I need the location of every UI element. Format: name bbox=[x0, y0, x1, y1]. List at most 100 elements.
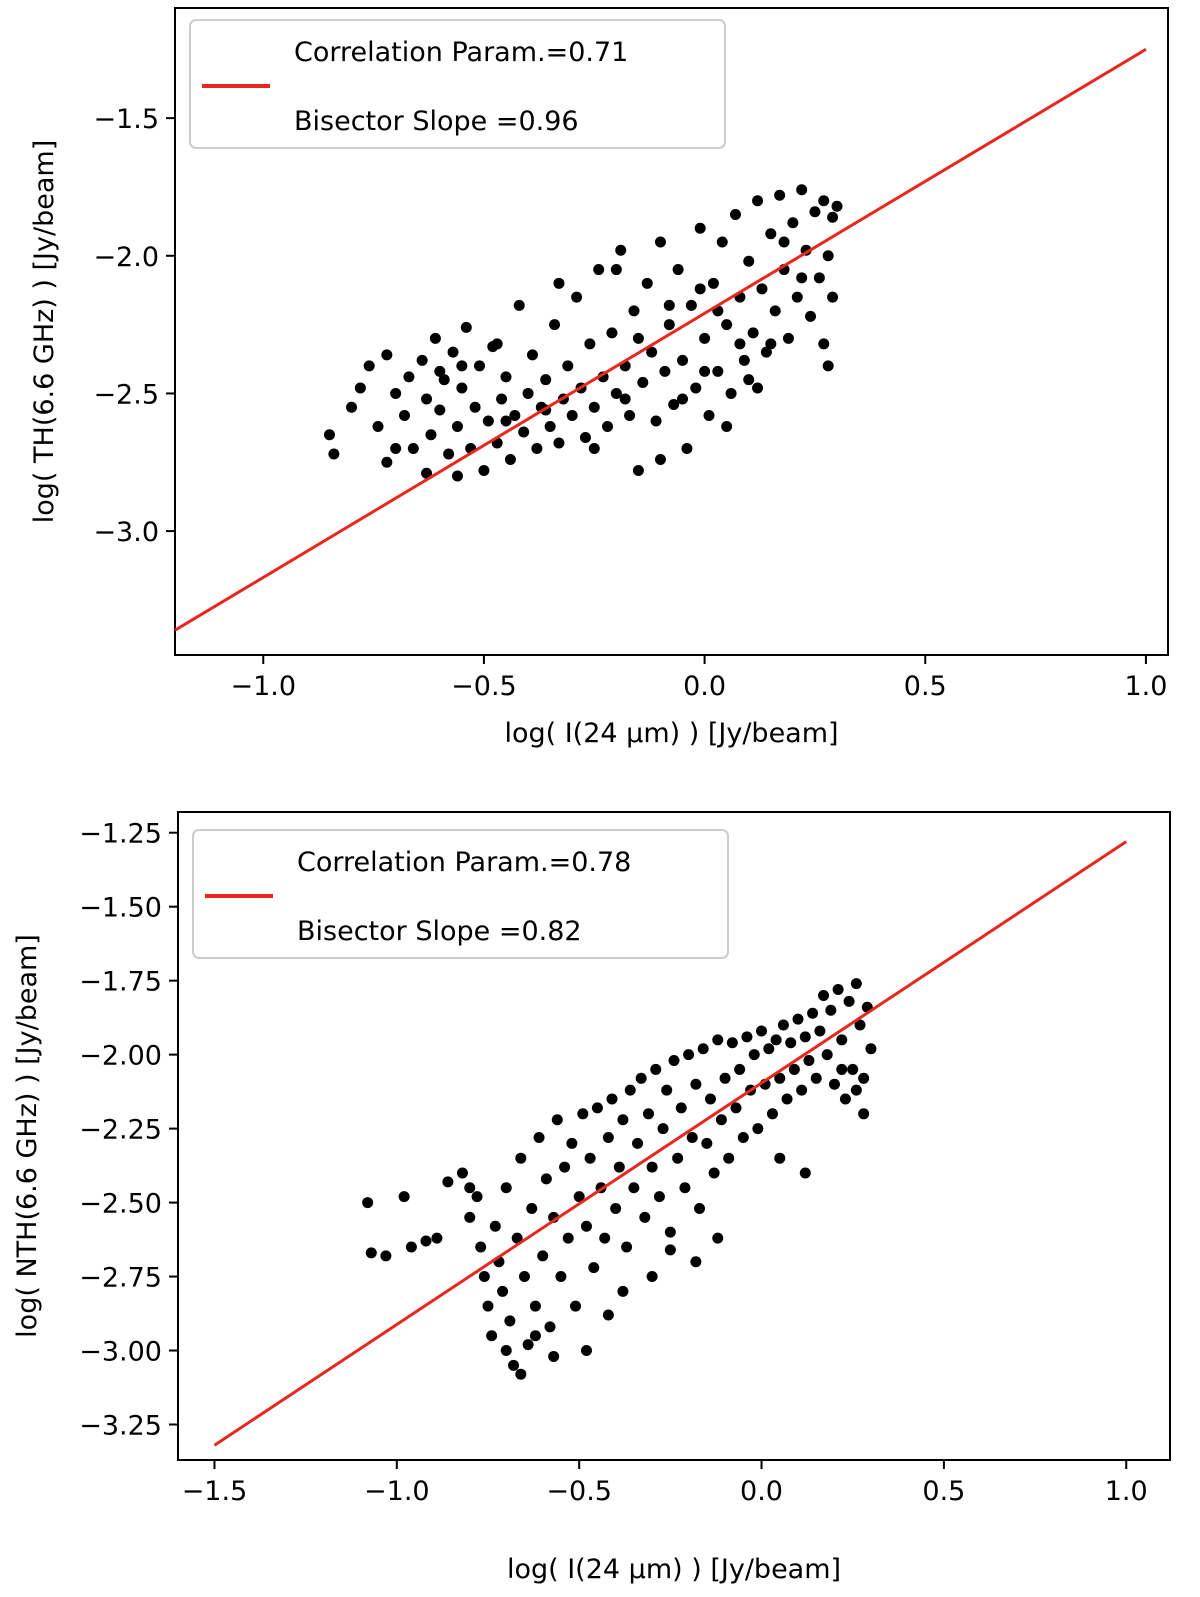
data-point bbox=[610, 264, 622, 276]
data-point bbox=[431, 1232, 443, 1244]
data-point bbox=[544, 420, 556, 432]
data-point bbox=[752, 195, 764, 207]
data-point bbox=[518, 1271, 530, 1283]
data-point bbox=[562, 1232, 574, 1244]
data-point bbox=[734, 1063, 746, 1075]
legend: Correlation Param.=0.71 Bisector Slope =0… bbox=[189, 19, 726, 149]
data-point bbox=[635, 1072, 647, 1084]
data-point bbox=[365, 1247, 377, 1259]
y-tick-label: −3.0 bbox=[93, 517, 159, 548]
data-point bbox=[380, 1250, 392, 1262]
data-point bbox=[482, 1300, 494, 1312]
data-point bbox=[526, 1202, 538, 1214]
data-point bbox=[617, 1285, 629, 1297]
data-point bbox=[518, 426, 530, 438]
data-point bbox=[566, 1137, 578, 1149]
data-point bbox=[531, 443, 543, 455]
y-tick-label: −1.25 bbox=[79, 819, 162, 850]
data-point bbox=[650, 1063, 662, 1075]
data-point bbox=[580, 1345, 592, 1357]
data-point bbox=[690, 1078, 702, 1090]
data-point bbox=[390, 443, 402, 455]
data-point bbox=[555, 1271, 567, 1283]
data-point bbox=[405, 1241, 417, 1253]
data-point bbox=[443, 448, 455, 460]
data-point bbox=[533, 1131, 545, 1143]
data-point bbox=[571, 291, 583, 303]
data-point bbox=[726, 1037, 738, 1049]
data-point bbox=[690, 1256, 702, 1268]
data-point bbox=[765, 338, 777, 350]
data-point bbox=[810, 1072, 822, 1084]
data-point bbox=[756, 1025, 768, 1037]
data-point bbox=[653, 1191, 665, 1203]
y-tick-label: −2.50 bbox=[79, 1189, 162, 1220]
data-point bbox=[478, 465, 490, 477]
data-point bbox=[632, 332, 644, 344]
y-tick-label: −2.75 bbox=[79, 1263, 162, 1294]
data-point bbox=[456, 382, 468, 394]
data-point bbox=[843, 995, 855, 1007]
data-point bbox=[460, 321, 472, 333]
data-point bbox=[553, 277, 565, 289]
data-point bbox=[513, 299, 525, 311]
data-point bbox=[663, 319, 675, 331]
data-point bbox=[654, 454, 666, 466]
data-point bbox=[774, 1072, 786, 1084]
chart-th-vs-24um: −1.0 −0.5 0.0 0.5 1.0 −1.5 −2.0 −2.5 −3.0 log( I(… bbox=[29, 7, 1169, 749]
data-point bbox=[659, 365, 671, 377]
data-point bbox=[774, 1152, 786, 1164]
data-point bbox=[725, 387, 737, 399]
data-point bbox=[657, 1123, 669, 1135]
data-point bbox=[738, 354, 750, 366]
x-tick-label: −0.5 bbox=[546, 1476, 612, 1507]
data-point bbox=[781, 1093, 793, 1105]
data-point bbox=[442, 1176, 454, 1188]
data-point bbox=[646, 1161, 658, 1173]
data-point bbox=[500, 371, 512, 383]
data-point bbox=[577, 1108, 589, 1120]
data-point bbox=[559, 1161, 571, 1173]
data-point bbox=[509, 409, 521, 421]
data-point bbox=[663, 299, 675, 311]
data-point bbox=[699, 332, 711, 344]
data-point bbox=[747, 327, 759, 339]
data-point bbox=[654, 236, 666, 248]
data-point bbox=[827, 211, 839, 223]
data-point bbox=[529, 1330, 541, 1342]
data-point bbox=[606, 327, 618, 339]
data-point bbox=[451, 470, 463, 482]
data-point bbox=[615, 244, 627, 256]
data-point bbox=[421, 393, 433, 405]
data-point bbox=[796, 1084, 808, 1096]
data-point bbox=[760, 346, 772, 358]
data-point bbox=[748, 1049, 760, 1061]
data-point bbox=[381, 456, 393, 468]
data-point bbox=[788, 1063, 800, 1075]
data-point bbox=[712, 1034, 724, 1046]
data-point bbox=[451, 420, 463, 432]
data-point bbox=[599, 1232, 611, 1244]
data-point bbox=[822, 250, 834, 262]
data-point bbox=[328, 448, 340, 460]
data-point bbox=[475, 1241, 487, 1253]
data-point bbox=[828, 1078, 840, 1090]
data-point bbox=[591, 1102, 603, 1114]
data-point bbox=[515, 1152, 527, 1164]
data-point bbox=[500, 415, 512, 427]
x-tick-label: 0.0 bbox=[740, 1476, 783, 1507]
y-tick-label: −1.50 bbox=[79, 893, 162, 924]
legend-entry: Bisector Slope =0.82 bbox=[297, 916, 582, 947]
data-point bbox=[632, 1137, 644, 1149]
data-point bbox=[588, 401, 600, 413]
y-tick-label: −3.00 bbox=[79, 1337, 162, 1368]
x-tick-label: 0.5 bbox=[904, 671, 947, 702]
data-point bbox=[701, 1137, 713, 1149]
data-point bbox=[641, 277, 653, 289]
data-point bbox=[489, 1220, 501, 1232]
data-point bbox=[697, 1043, 709, 1055]
data-point bbox=[646, 346, 658, 358]
data-point bbox=[549, 319, 561, 331]
data-point bbox=[469, 401, 481, 413]
